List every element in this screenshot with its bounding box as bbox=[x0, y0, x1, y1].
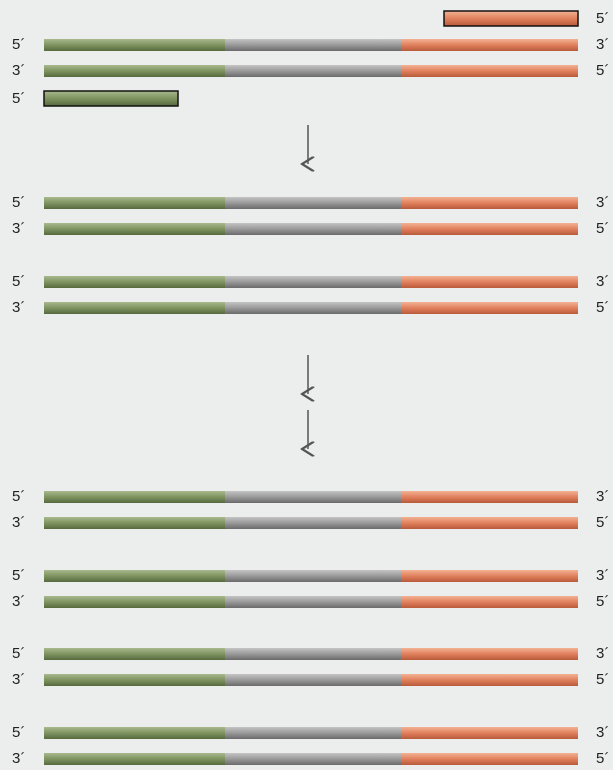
strand-orange bbox=[401, 39, 578, 51]
end-label: 5´ bbox=[596, 514, 609, 531]
strand-gray bbox=[225, 648, 401, 660]
end-label: 5´ bbox=[596, 750, 609, 767]
strand-gray bbox=[225, 570, 401, 582]
end-label: 3´ bbox=[12, 671, 25, 688]
strand-green bbox=[44, 648, 225, 660]
strand-gray bbox=[225, 727, 401, 739]
strand-green bbox=[44, 596, 225, 608]
end-label: 5´ bbox=[12, 273, 25, 290]
end-label: 3´ bbox=[12, 299, 25, 316]
strand-orange bbox=[401, 276, 578, 288]
strand-green bbox=[44, 223, 225, 235]
strand-orange bbox=[401, 491, 578, 503]
strand-orange bbox=[401, 517, 578, 529]
strand-green bbox=[44, 276, 225, 288]
strand-green bbox=[44, 39, 225, 51]
end-label: 3´ bbox=[596, 36, 609, 53]
primer-forward bbox=[43, 90, 179, 107]
strand-gray bbox=[225, 223, 401, 235]
strand-gray bbox=[225, 65, 401, 77]
end-label: 5´ bbox=[596, 62, 609, 79]
end-label: 3´ bbox=[12, 750, 25, 767]
strand-gray bbox=[225, 302, 401, 314]
strand-green bbox=[44, 302, 225, 314]
strand-gray bbox=[225, 39, 401, 51]
end-label: 5´ bbox=[12, 36, 25, 53]
end-label: 3´ bbox=[596, 645, 609, 662]
strand-green bbox=[44, 674, 225, 686]
end-label: 5´ bbox=[12, 194, 25, 211]
end-label: 3´ bbox=[12, 593, 25, 610]
end-label: 5´ bbox=[12, 488, 25, 505]
primer-label: 5´ bbox=[596, 10, 609, 27]
end-label: 3´ bbox=[596, 724, 609, 741]
end-label: 3´ bbox=[596, 488, 609, 505]
strand-gray bbox=[225, 517, 401, 529]
strand-orange bbox=[401, 727, 578, 739]
strand-green bbox=[44, 517, 225, 529]
strand-orange bbox=[401, 570, 578, 582]
end-label: 3´ bbox=[12, 62, 25, 79]
strand-orange bbox=[401, 223, 578, 235]
strand-green bbox=[44, 197, 225, 209]
strand-gray bbox=[225, 753, 401, 765]
end-label: 3´ bbox=[596, 273, 609, 290]
end-label: 3´ bbox=[12, 514, 25, 531]
strand-gray bbox=[225, 197, 401, 209]
strand-green bbox=[44, 753, 225, 765]
end-label: 3´ bbox=[596, 567, 609, 584]
strand-green bbox=[44, 65, 225, 77]
strand-gray bbox=[225, 674, 401, 686]
strand-green bbox=[44, 727, 225, 739]
strand-orange bbox=[401, 648, 578, 660]
strand-orange bbox=[401, 302, 578, 314]
strand-gray bbox=[225, 491, 401, 503]
end-label: 3´ bbox=[12, 220, 25, 237]
end-label: 5´ bbox=[596, 671, 609, 688]
strand-orange bbox=[401, 674, 578, 686]
primer-label: 5´ bbox=[12, 90, 25, 107]
strand-gray bbox=[225, 596, 401, 608]
primer-reverse bbox=[443, 10, 579, 27]
strand-orange bbox=[401, 197, 578, 209]
end-label: 5´ bbox=[596, 593, 609, 610]
strand-green bbox=[44, 570, 225, 582]
end-label: 5´ bbox=[12, 567, 25, 584]
end-label: 5´ bbox=[12, 645, 25, 662]
end-label: 5´ bbox=[596, 299, 609, 316]
end-label: 5´ bbox=[12, 724, 25, 741]
strand-orange bbox=[401, 753, 578, 765]
strand-gray bbox=[225, 276, 401, 288]
strand-orange bbox=[401, 596, 578, 608]
strand-orange bbox=[401, 65, 578, 77]
end-label: 3´ bbox=[596, 194, 609, 211]
strand-green bbox=[44, 491, 225, 503]
end-label: 5´ bbox=[596, 220, 609, 237]
